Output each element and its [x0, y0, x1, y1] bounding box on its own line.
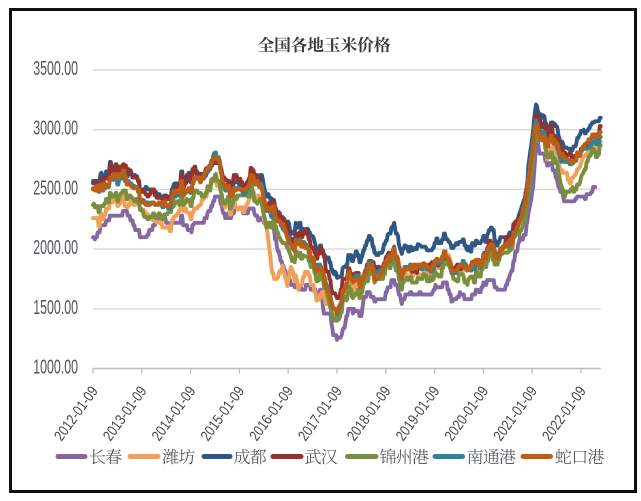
svg-text:2000.00: 2000.00 — [33, 236, 78, 259]
svg-text:2020-01-09: 2020-01-09 — [441, 383, 491, 444]
svg-text:1000.00: 1000.00 — [33, 355, 78, 378]
svg-text:3000.00: 3000.00 — [33, 117, 78, 140]
svg-text:2013-01-09: 2013-01-09 — [100, 383, 150, 444]
svg-text:2022-01-09: 2022-01-09 — [539, 383, 589, 444]
svg-text:2500.00: 2500.00 — [33, 176, 78, 199]
svg-text:2016-01-09: 2016-01-09 — [246, 383, 296, 444]
svg-text:2012-01-09: 2012-01-09 — [51, 383, 101, 444]
svg-text:2021-01-09: 2021-01-09 — [490, 383, 540, 444]
svg-text:2014-01-09: 2014-01-09 — [149, 383, 199, 444]
svg-text:2018-01-09: 2018-01-09 — [344, 383, 394, 444]
svg-text:2015-01-09: 2015-01-09 — [197, 383, 247, 444]
svg-text:3500.00: 3500.00 — [33, 57, 78, 80]
svg-text:2019-01-09: 2019-01-09 — [393, 383, 443, 444]
svg-text:2017-01-09: 2017-01-09 — [295, 383, 345, 444]
svg-text:1500.00: 1500.00 — [33, 296, 78, 319]
